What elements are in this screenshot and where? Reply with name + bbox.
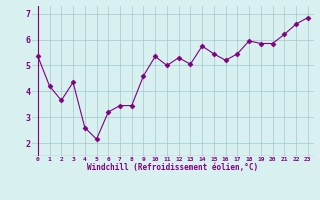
X-axis label: Windchill (Refroidissement éolien,°C): Windchill (Refroidissement éolien,°C)	[87, 163, 258, 172]
